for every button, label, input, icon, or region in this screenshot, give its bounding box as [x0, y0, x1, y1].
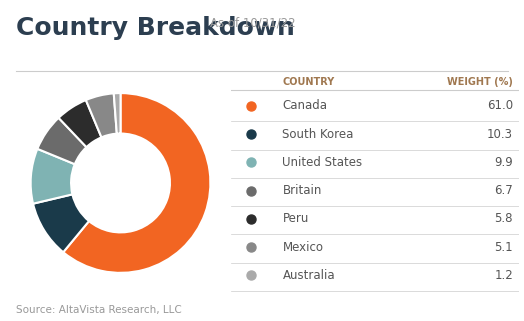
- Text: 9.9: 9.9: [494, 156, 513, 169]
- Text: 61.0: 61.0: [487, 99, 513, 112]
- Text: Source: AltaVista Research, LLC: Source: AltaVista Research, LLC: [16, 305, 181, 315]
- Wedge shape: [59, 100, 102, 147]
- Text: South Korea: South Korea: [282, 127, 354, 141]
- Wedge shape: [37, 118, 86, 164]
- Text: Britain: Britain: [282, 184, 322, 197]
- Text: WEIGHT (%): WEIGHT (%): [447, 77, 513, 87]
- Wedge shape: [86, 93, 117, 137]
- Text: COUNTRY: COUNTRY: [282, 77, 335, 87]
- Text: Australia: Australia: [282, 269, 335, 282]
- Text: United States: United States: [282, 156, 363, 169]
- Wedge shape: [63, 93, 211, 273]
- Wedge shape: [114, 93, 121, 134]
- Text: Peru: Peru: [282, 212, 309, 225]
- Text: 6.7: 6.7: [494, 184, 513, 197]
- Wedge shape: [33, 194, 89, 252]
- Text: Canada: Canada: [282, 99, 328, 112]
- Text: 10.3: 10.3: [487, 127, 513, 141]
- Text: 5.8: 5.8: [495, 212, 513, 225]
- Text: Country Breakdown: Country Breakdown: [16, 16, 294, 40]
- Text: Mexico: Mexico: [282, 240, 323, 254]
- Wedge shape: [30, 149, 75, 204]
- Text: 5.1: 5.1: [494, 240, 513, 254]
- Text: As of 10/31/22: As of 10/31/22: [210, 16, 295, 29]
- Text: 1.2: 1.2: [494, 269, 513, 282]
